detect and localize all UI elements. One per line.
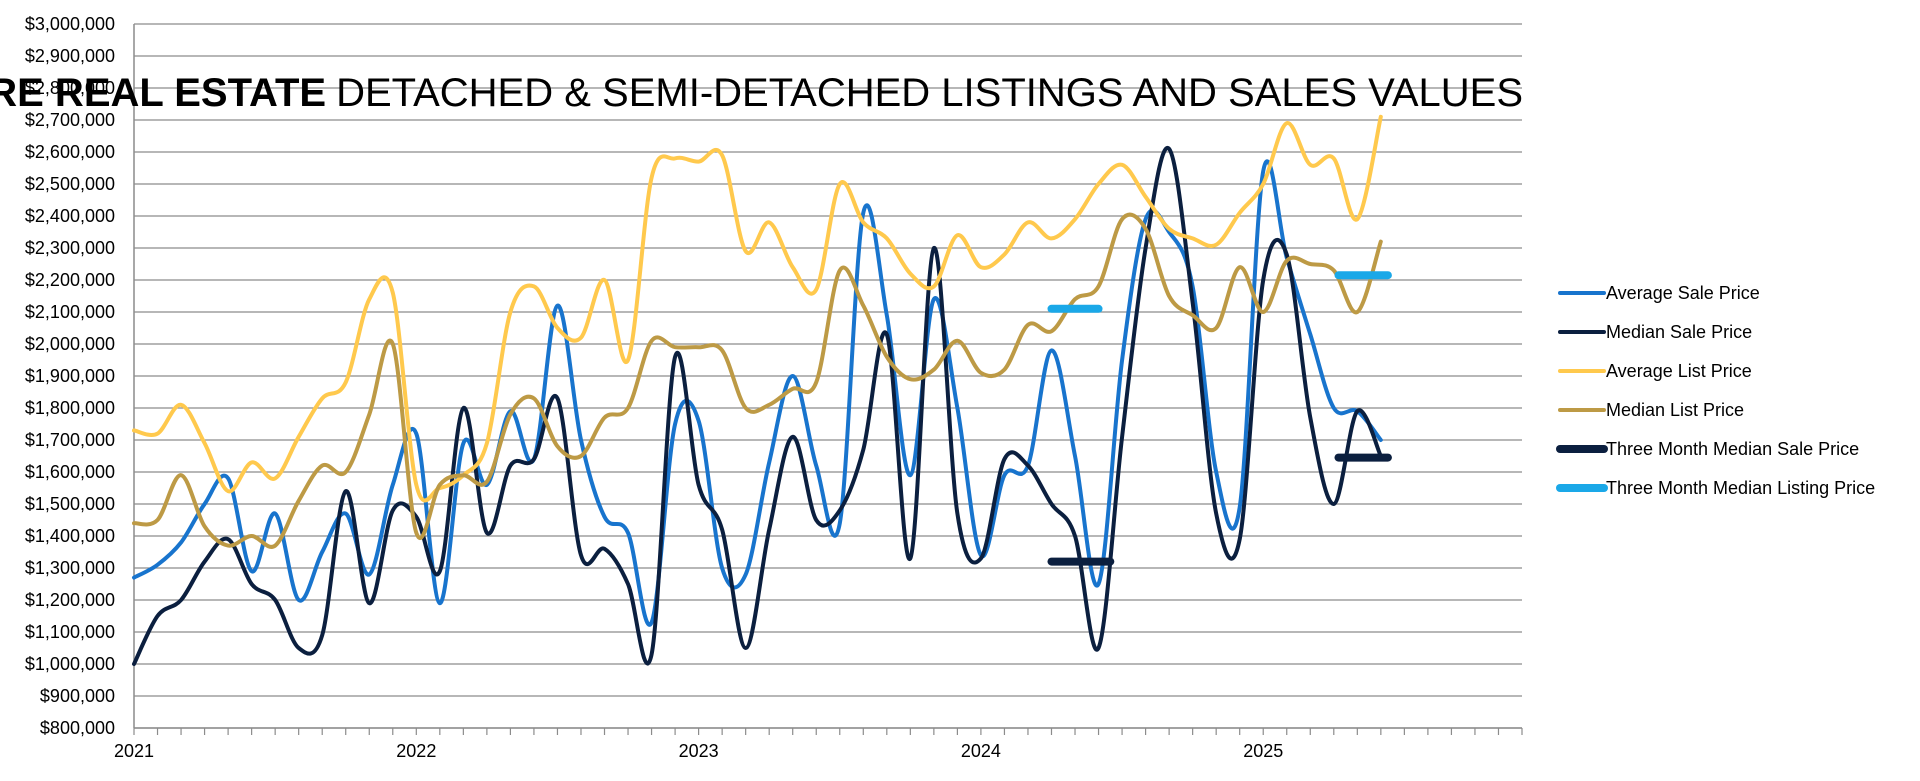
legend-label: Average List Price <box>1606 361 1752 381</box>
legend-label: Three Month Median Listing Price <box>1606 478 1875 498</box>
chart-title-regular: DETACHED & SEMI-DETACHED LISTINGS AND SA… <box>336 71 1523 115</box>
legend-item: Average List Price <box>1558 361 1752 381</box>
legend-item: Three Month Median Sale Price <box>1556 439 1859 459</box>
x-tick-label: 2022 <box>396 741 436 761</box>
legend-label: Median Sale Price <box>1606 322 1752 342</box>
y-tick-label: $2,300,000 <box>25 238 115 258</box>
legend-label: Average Sale Price <box>1606 283 1760 303</box>
y-tick-label: $2,200,000 <box>25 270 115 290</box>
x-tick-label: 2024 <box>961 741 1001 761</box>
y-tick-label: $1,100,000 <box>25 622 115 642</box>
x-tick-label: 2025 <box>1243 741 1283 761</box>
y-tick-label: $2,700,000 <box>25 110 115 130</box>
series-line-median-sale-price <box>132 145 1383 666</box>
y-tick-label: $900,000 <box>40 686 115 706</box>
legend-label: Three Month Median Sale Price <box>1606 439 1859 459</box>
legend-item: Median Sale Price <box>1558 322 1752 342</box>
legend-label: Median List Price <box>1606 400 1744 420</box>
y-tick-label: $1,600,000 <box>25 462 115 482</box>
y-tick-label: $2,000,000 <box>25 334 115 354</box>
y-tick-label: $1,800,000 <box>25 398 115 418</box>
y-tick-label: $2,100,000 <box>25 302 115 322</box>
y-tick-label: $800,000 <box>40 718 115 738</box>
y-tick-label: $2,900,000 <box>25 46 115 66</box>
legend-item: Average Sale Price <box>1558 283 1760 303</box>
legend-item: Three Month Median Listing Price <box>1556 478 1875 498</box>
y-tick-label: $1,400,000 <box>25 526 115 546</box>
axes <box>133 24 1523 735</box>
gridlines <box>134 23 1522 729</box>
y-tick-label: $3,000,000 <box>25 14 115 34</box>
x-axis-tick-labels: 2021 2022 2023 2024 2025 <box>114 741 1283 761</box>
series-line-average-list-price <box>132 114 1383 503</box>
x-tick-label: 2023 <box>679 741 719 761</box>
series-lines <box>132 114 1392 666</box>
y-tick-label: $2,800,000 <box>25 78 115 98</box>
y-tick-label: $1,300,000 <box>25 558 115 578</box>
series-line-median-list-price <box>132 212 1383 549</box>
x-tick-label: 2021 <box>114 741 154 761</box>
chart-title-bold: CANMORE REAL ESTATE <box>0 71 326 115</box>
y-tick-label: $1,500,000 <box>25 494 115 514</box>
y-tick-label: $2,600,000 <box>25 142 115 162</box>
y-tick-label: $1,200,000 <box>25 590 115 610</box>
y-tick-label: $1,700,000 <box>25 430 115 450</box>
y-axis-tick-labels: $800,000 $900,000 $1,000,000 $1,100,000 $1,2… <box>25 14 115 738</box>
y-tick-label: $1,900,000 <box>25 366 115 386</box>
legend: Average Sale Price Median Sale Price Avera… <box>1556 283 1875 498</box>
legend-item: Median List Price <box>1558 400 1744 420</box>
y-tick-label: $2,500,000 <box>25 174 115 194</box>
y-tick-label: $1,000,000 <box>25 654 115 674</box>
series-line-average-sale-price <box>132 159 1383 627</box>
y-tick-label: $2,400,000 <box>25 206 115 226</box>
